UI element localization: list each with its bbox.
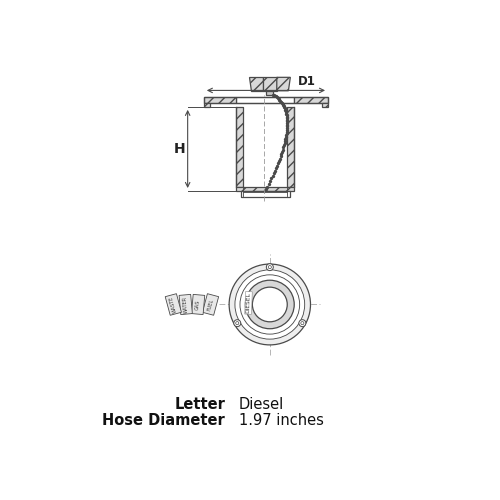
Circle shape — [301, 322, 304, 324]
Polygon shape — [202, 294, 218, 316]
Polygon shape — [204, 103, 210, 107]
Polygon shape — [179, 294, 192, 314]
Polygon shape — [287, 107, 294, 187]
Circle shape — [235, 270, 304, 339]
Text: Hose Diameter: Hose Diameter — [102, 413, 225, 428]
Polygon shape — [322, 103, 328, 107]
Circle shape — [268, 266, 272, 268]
Polygon shape — [236, 96, 294, 103]
Text: WATER: WATER — [182, 296, 189, 313]
Text: DIESEL: DIESEL — [246, 292, 252, 314]
Circle shape — [234, 320, 240, 326]
Polygon shape — [294, 96, 328, 103]
Polygon shape — [236, 107, 243, 187]
Circle shape — [236, 322, 239, 324]
Polygon shape — [241, 191, 290, 197]
Text: GAS: GAS — [195, 299, 201, 310]
Text: WASTE: WASTE — [168, 296, 178, 314]
Polygon shape — [236, 187, 294, 191]
Polygon shape — [277, 78, 290, 91]
Text: FUEL: FUEL — [206, 298, 214, 311]
Polygon shape — [192, 294, 205, 314]
Circle shape — [229, 264, 310, 345]
Polygon shape — [263, 78, 277, 91]
Text: 1.97 inches: 1.97 inches — [239, 413, 324, 428]
Text: Letter: Letter — [174, 397, 225, 412]
Circle shape — [240, 275, 300, 334]
Text: Diesel: Diesel — [239, 397, 284, 412]
Polygon shape — [250, 78, 263, 91]
Polygon shape — [243, 107, 287, 187]
Polygon shape — [204, 96, 236, 103]
Circle shape — [252, 287, 287, 322]
Circle shape — [246, 280, 294, 328]
Polygon shape — [165, 294, 182, 316]
Text: D1: D1 — [298, 75, 316, 88]
Circle shape — [299, 320, 306, 326]
Text: H: H — [174, 142, 185, 156]
Circle shape — [266, 264, 274, 270]
Polygon shape — [266, 91, 274, 94]
